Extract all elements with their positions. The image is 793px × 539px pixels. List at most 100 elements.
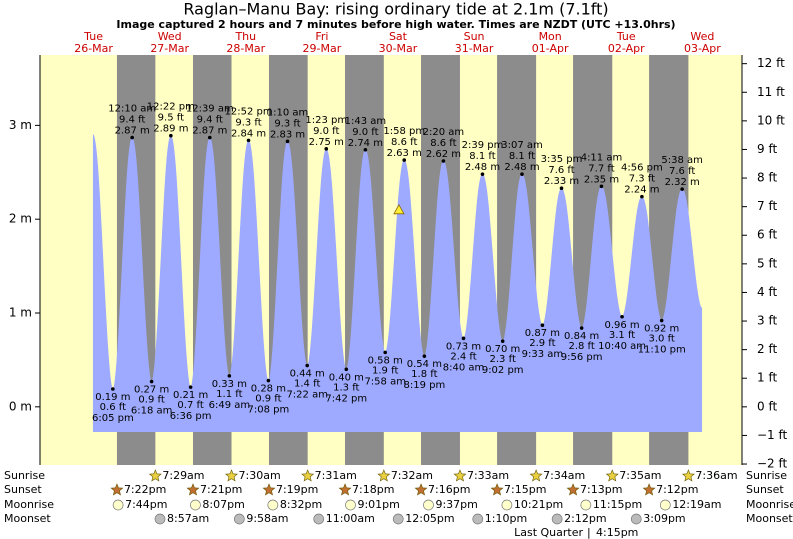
moon-icon: [313, 513, 325, 525]
extreme-label: 0.54 m: [407, 359, 442, 370]
day-name: Tue: [616, 30, 636, 43]
sun-icon: [262, 483, 276, 496]
y-tick-label: 1 m: [9, 306, 32, 320]
extreme-dot: [579, 326, 584, 330]
day-date: 01-Apr: [532, 42, 569, 55]
extreme-label: 0.9 ft: [138, 394, 164, 405]
row-label: Sunset: [4, 483, 42, 496]
extreme-label: 9.0 ft: [313, 126, 339, 137]
extreme-label: 8.6 ft: [391, 137, 417, 148]
extreme-label: 7.6 ft: [548, 165, 574, 176]
extreme-dot: [659, 318, 664, 323]
almanac-time: 7:12pm: [656, 483, 698, 496]
y2-tick-label: 12 ft: [757, 56, 785, 70]
extreme-dot: [540, 323, 545, 328]
day-date: 31-Mar: [455, 42, 494, 55]
extreme-label: 8.6 ft: [430, 138, 456, 149]
extreme-label: 0.92 m: [644, 324, 679, 335]
extreme-dot: [227, 374, 232, 378]
moon-icon: [659, 499, 671, 511]
almanac-time: 9:37pm: [435, 498, 477, 511]
sun-icon: [338, 483, 352, 496]
extreme-label: 7.7 ft: [588, 163, 614, 174]
day-date: 28-Mar: [226, 42, 265, 55]
y2-tick-label: 4 ft: [757, 285, 777, 299]
extreme-label: 9:56 pm: [561, 352, 603, 363]
almanac-time: 11:00am: [326, 512, 375, 525]
extreme-dot: [402, 158, 407, 162]
almanac-time: 7:44pm: [125, 498, 167, 511]
extreme-label: 1.1 ft: [216, 389, 242, 400]
extreme-label: 8.1 ft: [469, 151, 495, 162]
extreme-label: 1:10 am: [267, 107, 309, 118]
extreme-label: 1.4 ft: [294, 379, 320, 390]
sun-icon: [225, 469, 238, 482]
almanac-time: 9:01pm: [357, 498, 399, 511]
extreme-label: 2.83 m: [270, 129, 305, 140]
day-date: 29-Mar: [303, 42, 342, 55]
day-date: 26-Mar: [74, 42, 113, 55]
sun-icon: [642, 483, 656, 496]
extreme-label: 9.3 ft: [274, 118, 300, 129]
extreme-label: 2.9 ft: [529, 338, 555, 349]
almanac-time: 7:31am: [315, 469, 357, 482]
moon-icon: [154, 513, 166, 525]
almanac-time: 8:07pm: [202, 498, 244, 511]
extreme-label: 2:20 am: [423, 127, 465, 138]
moon-icon: [392, 513, 404, 525]
extreme-label: 0.58 m: [368, 355, 403, 366]
row-label: Moonrise: [746, 498, 793, 511]
day-date: 30-Mar: [379, 42, 418, 55]
extreme-label: 2.8 ft: [568, 341, 594, 352]
row-label: Sunrise: [4, 469, 45, 482]
almanac-time: 9:58am: [246, 512, 288, 525]
extreme-label: 8:40 am: [443, 362, 485, 373]
y2-tick-label: 8 ft: [757, 171, 777, 185]
almanac-time: 2:12pm: [564, 512, 606, 525]
extreme-dot: [680, 187, 684, 191]
extreme-label: 12:10 am: [108, 104, 156, 115]
moon-icon: [233, 513, 245, 525]
extreme-label: 9.3 ft: [235, 117, 261, 128]
almanac-time: 7:19pm: [276, 483, 318, 496]
extreme-label: 0.87 m: [525, 328, 560, 339]
extreme-dot: [422, 354, 427, 358]
separator: |: [587, 526, 591, 539]
extreme-dot: [599, 184, 604, 189]
almanac-time: 7:21pm: [200, 483, 242, 496]
day-date: 03-Apr: [684, 42, 721, 55]
extreme-label: 12:22 pm: [147, 102, 195, 113]
extreme-label: 2.75 m: [309, 137, 344, 148]
almanac-time: 7:15pm: [504, 483, 546, 496]
extreme-label: 4:11 am: [581, 152, 623, 163]
extreme-label: 7:08 pm: [248, 405, 290, 416]
almanac-time: 7:22pm: [124, 483, 166, 496]
almanac-time: 7:16pm: [428, 483, 470, 496]
extreme-label: 2.74 m: [348, 138, 383, 149]
moon-icon: [580, 499, 592, 511]
extreme-label: 2.33 m: [544, 176, 579, 187]
extreme-label: 7:22 am: [286, 390, 328, 401]
almanac-time: 7:34am: [543, 469, 585, 482]
extreme-label: 8:19 pm: [403, 380, 445, 391]
extreme-label: 0.33 m: [212, 379, 247, 390]
moon-icon: [267, 499, 279, 511]
almanac-time: 7:36am: [695, 469, 737, 482]
extreme-label: 0.6 ft: [100, 402, 126, 413]
y2-tick-label: 10 ft: [757, 113, 785, 127]
extreme-dot: [363, 147, 368, 152]
row-label: Moonset: [4, 512, 51, 525]
day-date: 02-Apr: [608, 42, 645, 55]
day-name: Tue: [83, 30, 103, 43]
current-level-marker: [393, 203, 405, 215]
day-name: Fri: [315, 30, 328, 43]
almanac-time: 11:15pm: [593, 498, 642, 511]
extreme-label: 0.7 ft: [177, 400, 203, 411]
extreme-label: 9.0 ft: [352, 127, 378, 138]
extreme-label: 1.9 ft: [372, 365, 398, 376]
extreme-label: 5:38 am: [661, 155, 703, 166]
extreme-label: 6:05 pm: [92, 413, 134, 424]
extreme-label: 0.21 m: [173, 390, 208, 401]
row-label: Sunrise: [746, 469, 787, 482]
